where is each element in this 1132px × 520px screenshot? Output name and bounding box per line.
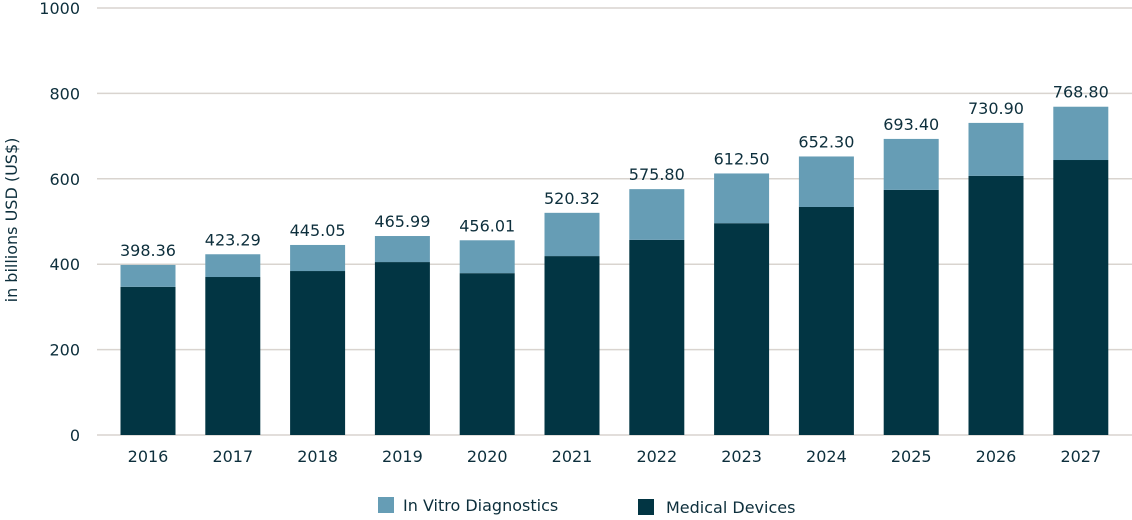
y-tick-label: 1000 [39,0,80,18]
total-data-label: 612.50 [714,149,770,168]
bar-medical-devices [205,277,261,435]
x-tick-label: 2021 [552,447,593,466]
bar-in-vitro-diagnostics [120,264,176,287]
bar-medical-devices [629,239,685,435]
bar-medical-devices [883,189,939,435]
x-tick-label: 2020 [467,447,508,466]
legend-swatch-medical-devices [638,499,654,515]
bar-in-vitro-diagnostics [290,244,346,272]
total-data-label: 465.99 [374,212,430,231]
legend: In Vitro Diagnostics Medical Devices [378,496,795,517]
total-data-label: 730.90 [968,99,1024,118]
total-data-label: 445.05 [290,221,346,240]
y-tick-label: 400 [49,255,80,274]
legend-swatch-in-vitro-diagnostics [378,497,394,513]
bar-in-vitro-diagnostics [374,236,430,263]
total-data-label: 575.80 [629,165,685,184]
y-axis-label: in billions USD (US$) [2,138,21,303]
total-data-label: 520.32 [544,189,600,208]
x-tick-label: 2022 [636,447,677,466]
x-tick-label: 2025 [891,447,932,466]
bar-medical-devices [798,206,854,435]
bar-in-vitro-diagnostics [798,156,854,207]
total-data-label: 693.40 [883,115,939,134]
legend-label-medical-devices: Medical Devices [666,498,795,516]
bar-medical-devices [968,175,1024,435]
bar-medical-devices [120,286,176,435]
legend-label-in-vitro-diagnostics: In Vitro Diagnostics [403,496,558,515]
x-tick-label: 2019 [382,447,423,466]
bar-in-vitro-diagnostics [1053,106,1109,161]
total-data-label: 423.29 [205,230,261,249]
bar-in-vitro-diagnostics [883,138,939,190]
bar-in-vitro-diagnostics [629,189,685,240]
bar-in-vitro-diagnostics [968,122,1024,176]
bar-medical-devices [290,271,346,435]
bar-medical-devices [374,262,430,435]
bar-medical-devices [714,223,770,435]
y-tick-label: 600 [49,170,80,189]
y-tick-label: 200 [49,341,80,360]
bar-in-vitro-diagnostics [205,254,261,278]
total-data-label: 398.36 [120,241,176,260]
bar-medical-devices [544,256,600,435]
bar-in-vitro-diagnostics [544,212,600,257]
total-data-label: 652.30 [798,132,854,151]
x-tick-label: 2018 [297,447,338,466]
total-data-label: 768.80 [1053,83,1109,102]
x-tick-label: 2017 [212,447,253,466]
bar-in-vitro-diagnostics [714,173,770,224]
x-tick-label: 2027 [1060,447,1101,466]
x-tick-label: 2026 [976,447,1017,466]
bar-medical-devices [459,273,515,435]
bar-in-vitro-diagnostics [459,240,515,274]
x-tick-label: 2016 [128,447,169,466]
x-tick-label: 2024 [806,447,847,466]
bar-medical-devices [1053,160,1109,435]
y-tick-label: 800 [49,84,80,103]
total-data-label: 456.01 [459,216,515,235]
y-tick-label: 0 [70,426,80,445]
x-tick-label: 2023 [721,447,762,466]
